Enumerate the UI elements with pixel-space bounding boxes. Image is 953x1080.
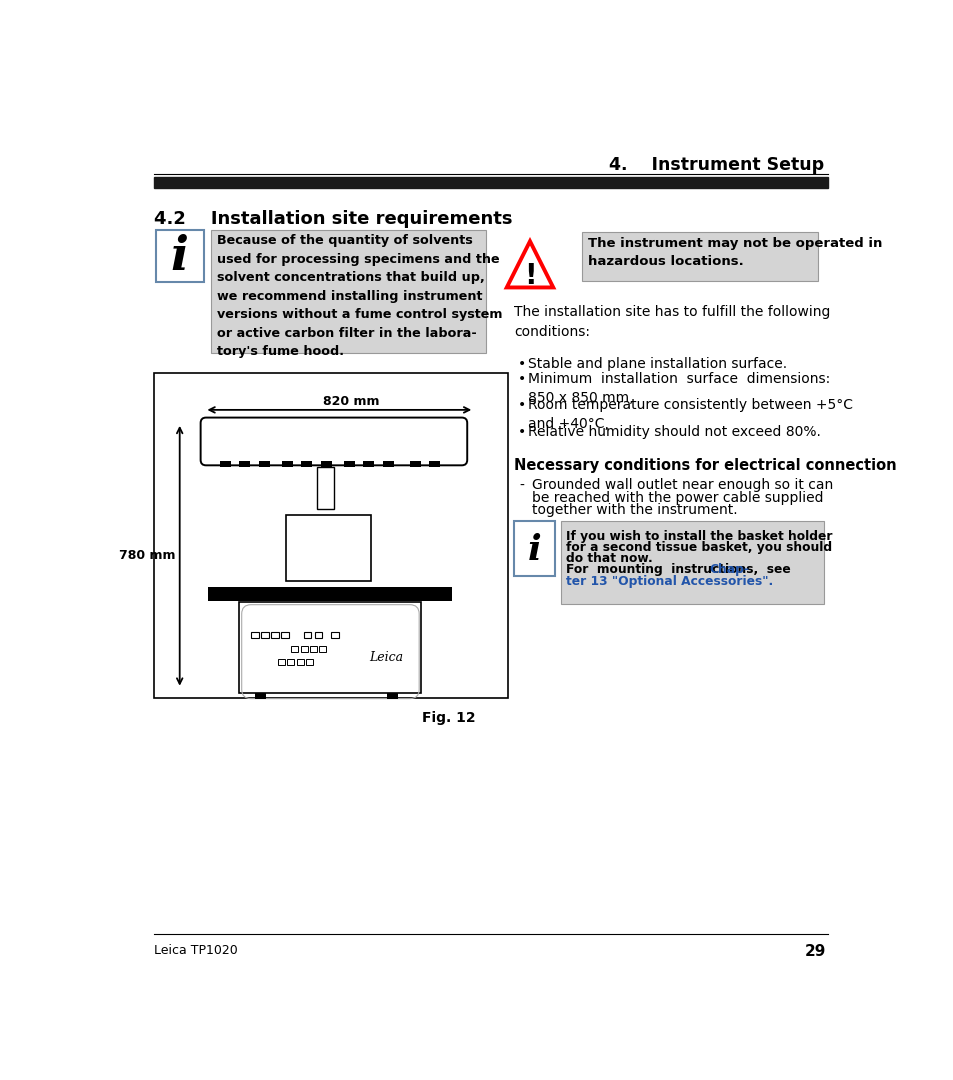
Text: Relative humidity should not exceed 80%.: Relative humidity should not exceed 80%. [528, 424, 821, 438]
Bar [261, 632, 269, 638]
Bar [254, 693, 266, 700]
Bar [581, 232, 818, 281]
Bar [211, 230, 485, 353]
Text: i: i [171, 234, 189, 281]
Bar [154, 176, 827, 188]
Bar [300, 646, 307, 651]
Bar [303, 632, 311, 638]
Text: i: i [527, 534, 541, 567]
Bar [306, 660, 313, 665]
Text: together with the instrument.: together with the instrument. [531, 503, 737, 517]
Bar [282, 461, 293, 467]
Bar [220, 461, 231, 467]
Text: do that now.: do that now. [566, 552, 653, 565]
Text: Necessary conditions for electrical connection: Necessary conditions for electrical conn… [514, 458, 896, 473]
Bar [514, 521, 555, 577]
Text: 29: 29 [803, 944, 825, 959]
Text: If you wish to install the basket holder: If you wish to install the basket holder [566, 530, 832, 543]
Text: 4.2    Installation site requirements: 4.2 Installation site requirements [154, 211, 512, 229]
Bar [382, 461, 394, 467]
Bar [286, 515, 371, 581]
Bar [344, 461, 355, 467]
Bar [251, 632, 258, 638]
Text: Grounded wall outlet near enough so it can: Grounded wall outlet near enough so it c… [531, 478, 832, 492]
Text: 4.    Instrument Setup: 4. Instrument Setup [609, 156, 823, 174]
Bar [281, 632, 289, 638]
Text: 780 mm: 780 mm [118, 549, 174, 562]
Text: For  mounting  instructions,  see: For mounting instructions, see [566, 564, 799, 577]
Polygon shape [506, 241, 553, 287]
Text: 820 mm: 820 mm [322, 395, 379, 408]
Text: The instrument may not be operated in
hazardous locations.: The instrument may not be operated in ha… [587, 238, 882, 269]
Bar [155, 230, 204, 282]
Bar [154, 373, 507, 698]
Bar [363, 461, 374, 467]
Text: Room temperature consistently between +5°C
and +40°C,: Room temperature consistently between +5… [528, 399, 853, 431]
Bar [316, 467, 334, 509]
Bar [320, 461, 332, 467]
Bar [278, 660, 285, 665]
Text: •: • [517, 424, 525, 438]
Bar [319, 646, 326, 651]
Text: be reached with the power cable supplied: be reached with the power cable supplied [531, 490, 822, 504]
Text: Leica: Leica [369, 651, 403, 664]
Bar [239, 461, 250, 467]
Text: ter 13 "Optional Accessories".: ter 13 "Optional Accessories". [566, 575, 773, 588]
Text: -: - [518, 478, 523, 492]
FancyBboxPatch shape [200, 418, 467, 465]
Bar [287, 660, 294, 665]
Text: Leica TP1020: Leica TP1020 [154, 944, 237, 957]
Text: The installation site has to fulfill the following
conditions:: The installation site has to fulfill the… [514, 306, 830, 339]
Text: Minimum  installation  surface  dimensions:
850 x 850 mm,: Minimum installation surface dimensions:… [528, 373, 830, 405]
Bar [258, 461, 270, 467]
Text: Fig. 12: Fig. 12 [421, 711, 476, 725]
Bar [291, 646, 298, 651]
Text: for a second tissue basket, you should: for a second tissue basket, you should [566, 541, 832, 554]
Bar [429, 461, 439, 467]
Bar [271, 632, 278, 638]
Bar [386, 693, 397, 700]
Text: Chap-: Chap- [709, 564, 749, 577]
Bar [296, 660, 303, 665]
Bar [310, 646, 316, 651]
Bar [331, 632, 338, 638]
Bar [410, 461, 420, 467]
Text: Because of the quantity of solvents
used for processing specimens and the
solven: Because of the quantity of solvents used… [216, 234, 502, 359]
Text: •: • [517, 356, 525, 370]
Bar [314, 632, 322, 638]
Bar [301, 461, 312, 467]
Text: •: • [517, 399, 525, 413]
Text: •: • [517, 373, 525, 387]
Bar [239, 603, 421, 693]
Text: Stable and plane installation surface.: Stable and plane installation surface. [528, 356, 787, 370]
Bar [560, 521, 823, 604]
Bar [208, 588, 452, 600]
Text: !: ! [523, 261, 536, 289]
